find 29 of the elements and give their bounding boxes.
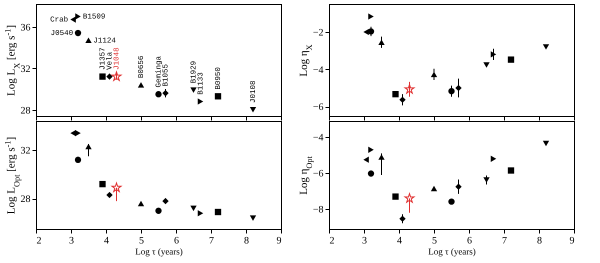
x-tick-label: 2 — [36, 236, 42, 246]
y-tick-label: 28 — [20, 105, 30, 116]
x-tick-label: 9 — [276, 236, 282, 246]
y-tick-label: −6 — [312, 102, 324, 114]
y-tick-label: 32 — [20, 64, 30, 75]
x-tick-label: 6 — [467, 236, 472, 246]
x-tick-label: 3 — [69, 236, 74, 246]
x-axis-title: Log τ (years) — [428, 246, 476, 256]
y-tick-label: −2 — [312, 28, 324, 38]
x-tick-label: 4 — [397, 236, 402, 246]
y-tick-label: −6 — [312, 168, 324, 180]
x-tick-label: 7 — [502, 236, 507, 246]
y-tick-label: −8 — [312, 204, 324, 216]
x-tick-label: 8 — [244, 236, 249, 246]
x-tick-label: 4 — [104, 236, 109, 246]
x-tick-label: 2 — [330, 236, 334, 246]
x-axis-title: Log τ (years) — [135, 246, 183, 256]
y-tick-label: −4 — [312, 132, 324, 144]
x-tick-label: 3 — [362, 236, 367, 246]
x-tick-label: 6 — [174, 236, 179, 246]
x-tick-label: 5 — [139, 236, 144, 246]
y-tick-label: −4 — [312, 64, 324, 76]
y-tick-label: 28 — [20, 194, 30, 206]
y-tick-label: 32 — [20, 146, 30, 157]
y-tick-label: 36 — [20, 22, 30, 34]
x-tick-label: 8 — [537, 236, 542, 246]
x-tick-label: 7 — [209, 236, 214, 246]
x-tick-label: 9 — [570, 236, 574, 246]
x-tick-label: 5 — [432, 236, 437, 246]
